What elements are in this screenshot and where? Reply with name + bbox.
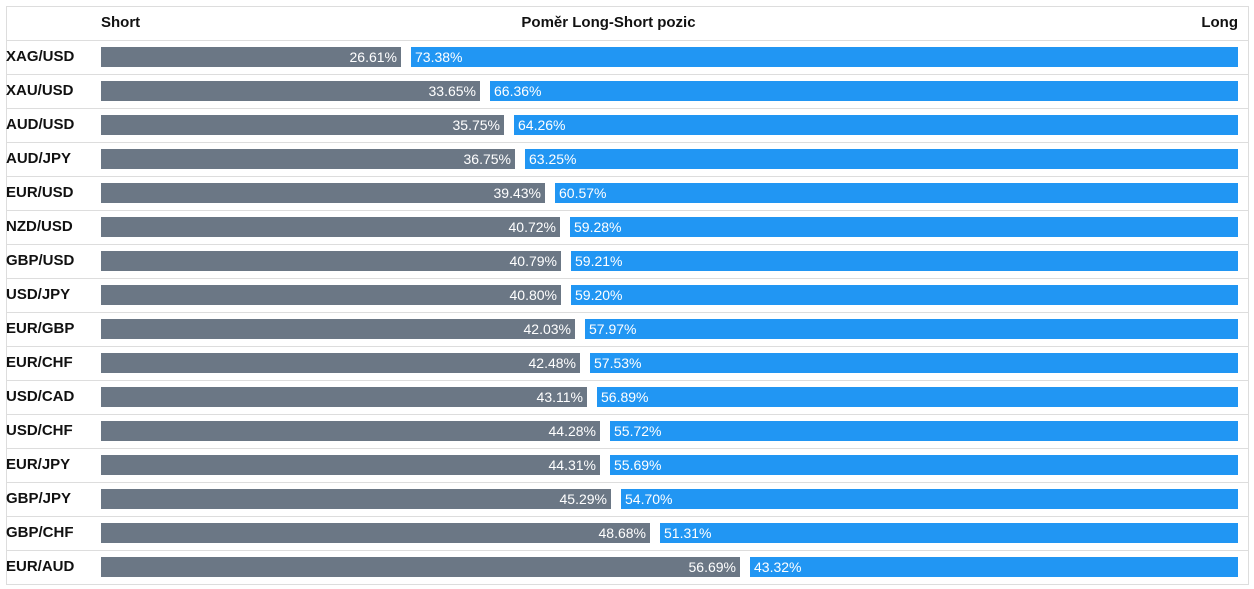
long-bar[interactable]: 73.38% bbox=[411, 47, 1238, 67]
long-bar[interactable]: 64.26% bbox=[514, 115, 1238, 135]
long-bar[interactable]: 66.36% bbox=[490, 81, 1238, 101]
short-bar[interactable]: 39.43% bbox=[101, 183, 545, 203]
chart-row: EUR/CHF 42.48% 57.53% bbox=[6, 346, 1249, 380]
category-label: EUR/AUD bbox=[6, 558, 75, 575]
short-bar[interactable]: 43.11% bbox=[101, 387, 587, 407]
long-bar[interactable]: 56.89% bbox=[597, 387, 1238, 407]
category-label: AUD/USD bbox=[6, 116, 75, 133]
chart-row: GBP/USD 40.79% 59.21% bbox=[6, 244, 1249, 278]
chart-left-border bbox=[6, 6, 7, 584]
short-bar[interactable]: 45.29% bbox=[101, 489, 611, 509]
short-bar[interactable]: 26.61% bbox=[101, 47, 401, 67]
chart-row: EUR/AUD 56.69% 43.32% bbox=[6, 550, 1249, 584]
category-label: XAG/USD bbox=[6, 48, 75, 65]
chart-bottom-border bbox=[6, 584, 1249, 585]
long-bar[interactable]: 60.57% bbox=[555, 183, 1238, 203]
short-header: Short bbox=[101, 14, 141, 31]
long-header: Long bbox=[1201, 14, 1238, 31]
chart-row: AUD/USD 35.75% 64.26% bbox=[6, 108, 1249, 142]
category-label: EUR/CHF bbox=[6, 354, 73, 371]
short-bar[interactable]: 48.68% bbox=[101, 523, 650, 543]
chart-row: USD/CHF 44.28% 55.72% bbox=[6, 414, 1249, 448]
long-bar[interactable]: 51.31% bbox=[660, 523, 1238, 543]
chart-right-border bbox=[1248, 6, 1249, 584]
chart-title: Poměr Long-Short pozic bbox=[521, 14, 696, 31]
long-bar[interactable]: 55.72% bbox=[610, 421, 1238, 441]
long-bar[interactable]: 55.69% bbox=[610, 455, 1238, 475]
chart-row: GBP/JPY 45.29% 54.70% bbox=[6, 482, 1249, 516]
short-bar[interactable]: 42.03% bbox=[101, 319, 575, 339]
category-label: EUR/USD bbox=[6, 184, 74, 201]
chart-row: EUR/JPY 44.31% 55.69% bbox=[6, 448, 1249, 482]
short-bar[interactable]: 42.48% bbox=[101, 353, 580, 373]
category-label: USD/CHF bbox=[6, 422, 73, 439]
category-label: GBP/CHF bbox=[6, 524, 74, 541]
short-bar[interactable]: 40.72% bbox=[101, 217, 560, 237]
category-label: AUD/JPY bbox=[6, 150, 72, 167]
chart-row: XAG/USD 26.61% 73.38% bbox=[6, 40, 1249, 74]
short-bar[interactable]: 40.80% bbox=[101, 285, 561, 305]
short-bar[interactable]: 35.75% bbox=[101, 115, 504, 135]
short-bar[interactable]: 40.79% bbox=[101, 251, 561, 271]
long-bar[interactable]: 43.32% bbox=[750, 557, 1238, 577]
long-bar[interactable]: 59.28% bbox=[570, 217, 1238, 237]
chart-row: XAU/USD 33.65% 66.36% bbox=[6, 74, 1249, 108]
long-bar[interactable]: 54.70% bbox=[621, 489, 1238, 509]
long-bar[interactable]: 59.20% bbox=[571, 285, 1238, 305]
long-bar[interactable]: 59.21% bbox=[571, 251, 1238, 271]
chart-row: AUD/JPY 36.75% 63.25% bbox=[6, 142, 1249, 176]
long-bar[interactable]: 63.25% bbox=[525, 149, 1238, 169]
chart-row: EUR/GBP 42.03% 57.97% bbox=[6, 312, 1249, 346]
short-bar[interactable]: 44.28% bbox=[101, 421, 600, 441]
short-bar[interactable]: 33.65% bbox=[101, 81, 480, 101]
category-label: EUR/GBP bbox=[6, 320, 75, 337]
category-label: GBP/JPY bbox=[6, 490, 72, 507]
short-bar[interactable]: 56.69% bbox=[101, 557, 740, 577]
long-bar[interactable]: 57.53% bbox=[590, 353, 1238, 373]
category-label: USD/CAD bbox=[6, 388, 75, 405]
category-label: EUR/JPY bbox=[6, 456, 71, 473]
short-bar[interactable]: 44.31% bbox=[101, 455, 600, 475]
chart-row: USD/JPY 40.80% 59.20% bbox=[6, 278, 1249, 312]
chart-row: USD/CAD 43.11% 56.89% bbox=[6, 380, 1249, 414]
chart-row: GBP/CHF 48.68% 51.31% bbox=[6, 516, 1249, 550]
chart-top-border bbox=[6, 6, 1249, 7]
long-bar[interactable]: 57.97% bbox=[585, 319, 1238, 339]
category-label: XAU/USD bbox=[6, 82, 74, 99]
short-bar[interactable]: 36.75% bbox=[101, 149, 515, 169]
category-label: GBP/USD bbox=[6, 252, 75, 269]
chart-row: EUR/USD 39.43% 60.57% bbox=[6, 176, 1249, 210]
category-label: USD/JPY bbox=[6, 286, 71, 303]
category-label: NZD/USD bbox=[6, 218, 73, 235]
chart-row: NZD/USD 40.72% 59.28% bbox=[6, 210, 1249, 244]
